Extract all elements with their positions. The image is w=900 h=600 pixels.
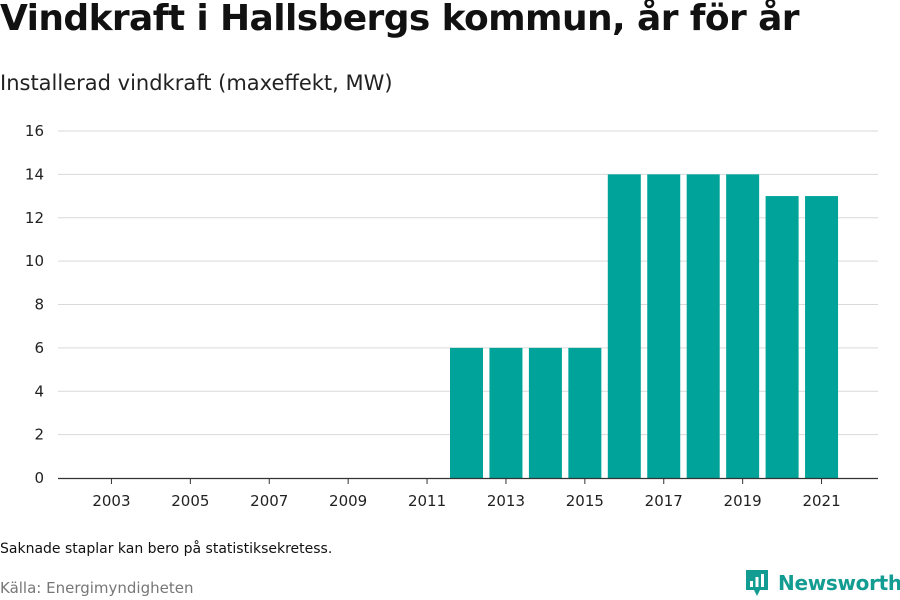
x-tick-label: 2013 [487,492,525,510]
source-note: Källa: Energimyndigheten [0,579,194,597]
footnote: Saknade staplar kan bero på statistiksek… [0,541,333,557]
x-tick-label: 2011 [408,492,446,510]
y-tick-label: 6 [34,339,44,357]
y-tick-label: 0 [34,469,44,487]
chart-title: Vindkraft i Hallsbergs kommun, år för år [0,0,800,39]
y-tick-label: 12 [25,209,44,227]
x-tick-label: 2005 [171,492,209,510]
newsworthy-logo: Newsworthy [744,568,900,598]
x-tick-label: 2009 [329,492,367,510]
x-tick-label: 2019 [724,492,762,510]
brand-name: Newsworthy [778,571,900,595]
bar-2018 [686,174,720,478]
bar-2020 [765,196,799,478]
bar-2013 [489,347,523,478]
y-tick-label: 4 [34,382,44,400]
x-tick-label: 2015 [566,492,604,510]
y-tick-label: 14 [25,165,44,183]
bar-chart-logo-icon [746,570,768,596]
y-tick-label: 2 [34,426,44,444]
y-tick-label: 10 [25,252,44,270]
bar-2017 [647,174,681,478]
x-tick-label: 2007 [250,492,288,510]
bar-2014 [528,347,562,478]
chart-subtitle: Installerad vindkraft (maxeffekt, MW) [0,71,393,95]
bar-2015 [568,347,602,478]
bar-2021 [805,196,839,478]
x-tick-label: 2017 [645,492,683,510]
y-tick-label: 8 [34,296,44,314]
x-tick-label: 2021 [802,492,840,510]
bar-2012 [450,347,483,478]
x-tick-label: 2003 [92,492,130,510]
y-tick-label: 16 [25,122,44,140]
bar-2019 [726,174,760,478]
bar-2016 [607,174,641,478]
